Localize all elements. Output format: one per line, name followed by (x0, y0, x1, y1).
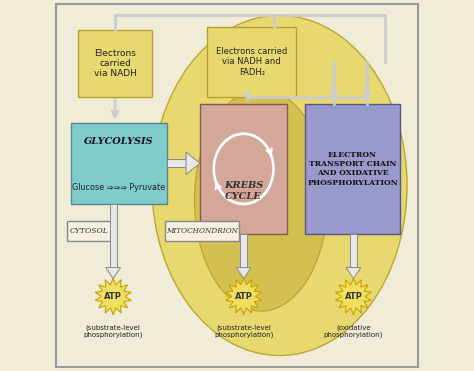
Text: Electrons
carried
via NADH: Electrons carried via NADH (93, 49, 137, 78)
Text: CYTOSOL: CYTOSOL (70, 227, 109, 235)
Text: ATP: ATP (235, 292, 253, 301)
Text: Electrons carried
via NADH and
FADH₂: Electrons carried via NADH and FADH₂ (216, 47, 287, 76)
Polygon shape (226, 278, 262, 315)
Text: ELECTRON
TRANSPORT CHAIN
AND OXIDATIVE
PHOSPHORYLATION: ELECTRON TRANSPORT CHAIN AND OXIDATIVE P… (307, 151, 398, 187)
FancyBboxPatch shape (208, 27, 296, 97)
FancyBboxPatch shape (110, 204, 117, 267)
Ellipse shape (152, 16, 407, 355)
FancyBboxPatch shape (78, 30, 152, 97)
FancyBboxPatch shape (67, 221, 111, 241)
Text: (oxidative
phosphorylation): (oxidative phosphorylation) (324, 324, 383, 338)
Polygon shape (236, 267, 251, 279)
FancyBboxPatch shape (305, 104, 400, 234)
Ellipse shape (194, 89, 328, 311)
FancyBboxPatch shape (71, 123, 167, 204)
Text: (substrate-level
phosphorylation): (substrate-level phosphorylation) (214, 324, 273, 338)
Polygon shape (106, 267, 120, 279)
FancyBboxPatch shape (200, 104, 287, 234)
Polygon shape (186, 152, 200, 174)
Text: ATP: ATP (345, 292, 362, 301)
Text: ATP: ATP (104, 292, 122, 301)
Text: GLYCOLYSIS: GLYCOLYSIS (84, 137, 154, 146)
Text: KREBS
CYCLE: KREBS CYCLE (224, 181, 263, 201)
FancyBboxPatch shape (167, 159, 186, 167)
FancyBboxPatch shape (350, 234, 357, 267)
Text: MITOCHONDRION: MITOCHONDRION (166, 227, 238, 235)
FancyBboxPatch shape (240, 234, 247, 267)
Polygon shape (346, 267, 361, 279)
FancyBboxPatch shape (165, 221, 239, 241)
Text: (substrate-level
phosphorylation): (substrate-level phosphorylation) (83, 324, 143, 338)
Text: Glucose ⇒⇒⇒ Pyruvate: Glucose ⇒⇒⇒ Pyruvate (72, 183, 165, 192)
Polygon shape (336, 278, 372, 315)
Polygon shape (95, 278, 131, 315)
